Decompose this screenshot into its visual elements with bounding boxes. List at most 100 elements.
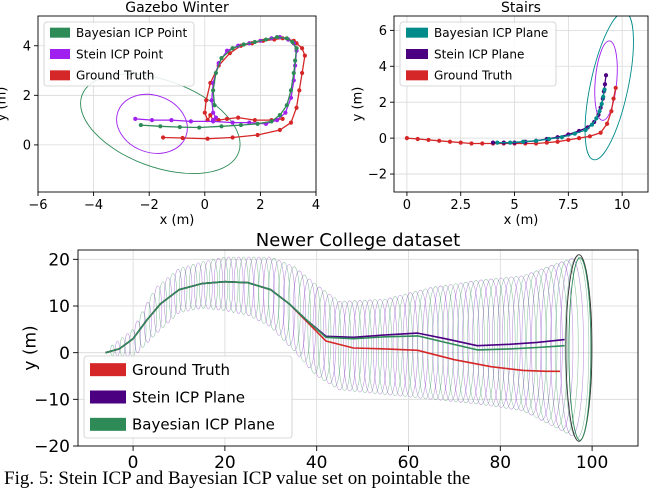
bayesian-icp-point-point [213, 70, 219, 76]
ground-truth-point [587, 134, 592, 139]
ground-truth-point [480, 141, 485, 146]
uncertainty-ellipse [228, 256, 239, 313]
ground-truth-point [404, 136, 410, 141]
legend-swatch-stein-icp-point [50, 49, 70, 59]
bayesian-icp-point-point [288, 88, 294, 93]
plot-area [404, 16, 634, 161]
uncertainty-ellipse [427, 286, 444, 401]
y-tick-label: 4 [379, 60, 387, 75]
axes-frame [393, 15, 649, 193]
uncertainty-ellipse [382, 297, 398, 396]
stein-icp-plane-point [490, 140, 496, 145]
uncertainty-ellipse [238, 256, 249, 315]
legend-label-stein-icp-point: Stein ICP Point [76, 47, 164, 61]
x-tick-label: 0 [201, 198, 209, 213]
legend-swatch-ground-truth [50, 70, 70, 81]
x-tick-label: 5 [510, 198, 518, 213]
uncertainty-ellipse [362, 299, 377, 394]
legend-swatch-stein-icp-plane [406, 49, 428, 59]
bayesian-icp-point-point [252, 39, 257, 45]
legend-label-ground-truth: Ground Truth [76, 69, 154, 83]
stein-icp-point-point [211, 118, 216, 123]
uncertainty-ellipse [168, 273, 178, 319]
bayesian-icp-point-point [290, 39, 295, 45]
legend-box [399, 21, 557, 87]
stein-icp-point-point [149, 118, 155, 123]
y-axis-label: y (m) [350, 87, 365, 122]
uncertainty-ellipse [292, 270, 306, 357]
uncertainty-ellipse [535, 266, 558, 424]
uncertainty-ellipse [387, 296, 403, 396]
uncertainty-ellipse [417, 288, 434, 400]
stein-icp-point-point [274, 118, 280, 123]
legend: Bayesian ICP Plane Stein ICP Plane Ground … [399, 21, 557, 87]
uncertainty-ellipse [218, 257, 229, 311]
uncertainty-ellipse [307, 282, 322, 374]
x-tick-label: −2 [140, 198, 159, 213]
bayesian-icp-point-point [293, 58, 298, 63]
legend-swatch-bayesian-icp-point [50, 27, 70, 38]
uncertainty-ellipse-end [568, 257, 592, 441]
ground-truth-point [300, 70, 305, 76]
x-tick-label: 0 [128, 453, 139, 470]
ground-truth-point [288, 120, 294, 125]
uncertainty-ellipse [531, 268, 553, 421]
chart-title: Stairs [501, 0, 541, 16]
uncertainty-ellipse [497, 277, 516, 409]
uncertainty-ellipse [559, 258, 584, 437]
stein-icp-point-point [288, 95, 294, 100]
bayesian-icp-point-point [177, 124, 182, 130]
legend-label-bayesian-icp-plane: Bayesian ICP Plane [434, 26, 548, 40]
y-tick-label: 2 [379, 96, 387, 111]
bayesian-icp-plane-point [495, 140, 500, 145]
legend-box [43, 21, 195, 87]
bayesian-icp-point-point [197, 125, 202, 130]
bayesian-icp-plane-point [521, 139, 526, 144]
ground-truth-point [611, 96, 616, 101]
uncertainty-ellipse [545, 263, 568, 429]
stein-icp-point-point [133, 116, 138, 121]
ground-truth-point [415, 136, 420, 142]
bayesian-icp-point-point [277, 113, 282, 118]
stein-icp-point-point [213, 115, 219, 120]
bayesian-icp-plane-point [583, 127, 588, 133]
uncertainty-ellipse [467, 280, 485, 405]
chart-title: Gazebo Winter [125, 0, 229, 16]
bayesian-icp-point-point [263, 37, 269, 42]
ground-truth-point [180, 135, 185, 141]
uncertainty-ellipse [482, 278, 501, 407]
uncertainty-ellipse [258, 256, 270, 324]
uncertainty-ellipse [213, 258, 223, 311]
y-tick-label: 0 [23, 139, 31, 154]
stein-icp-plane-point [602, 82, 608, 87]
bayesian-icp-point-point [238, 122, 244, 128]
x-tick-label: 7.5 [558, 198, 579, 213]
bayesian-icp-plane-point [602, 87, 607, 92]
ground-truth-point [566, 137, 571, 143]
bayesian-icp-plane-point [601, 94, 606, 99]
bayesian-icp-point-point [284, 36, 289, 41]
ground-truth-point [280, 116, 285, 121]
bayesian-icp-point-point [230, 46, 235, 51]
uncertainty-ellipse [526, 270, 547, 419]
ground-truth-point [202, 110, 207, 115]
bayesian-icp-point-point [294, 46, 299, 51]
uncertainty-ellipse [208, 259, 218, 310]
ground-truth-point [255, 132, 260, 138]
bayesian-icp-plane-line [497, 89, 606, 144]
ground-truth-point [300, 46, 305, 51]
stein-icp-point-point [247, 120, 252, 125]
uncertainty-ellipse [397, 293, 413, 397]
uncertainty-ellipse [452, 282, 470, 403]
uncertainty-ellipse [287, 266, 301, 352]
legend-swatch-bayesian-icp-plane [406, 27, 428, 38]
ground-truth-point [252, 118, 257, 123]
uncertainty-ellipse [477, 279, 495, 406]
y-tick-label: 2 [23, 89, 31, 104]
legend-swatch-ground-truth [406, 70, 428, 81]
x-tick-label: 4 [312, 198, 320, 213]
uncertainty-ellipse [273, 260, 285, 336]
legend-swatch-ground-truth [90, 363, 126, 377]
ground-truth-point [544, 140, 549, 145]
y-axis-label: y (m) [0, 87, 9, 122]
